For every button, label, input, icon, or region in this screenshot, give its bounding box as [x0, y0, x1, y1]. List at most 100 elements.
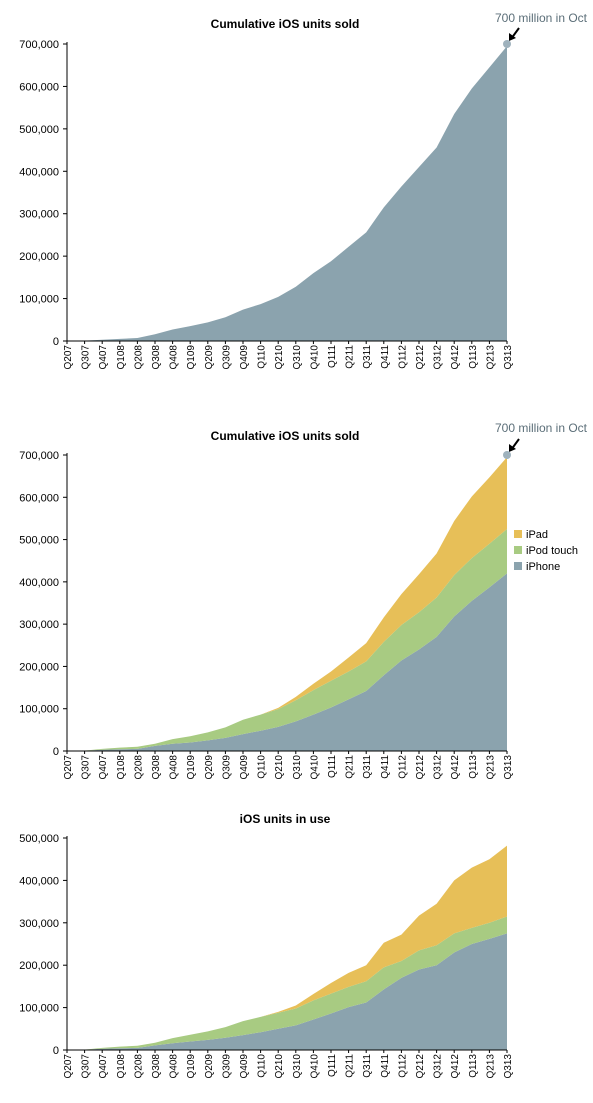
x-tick-label: Q412 [450, 755, 461, 780]
x-tick-label: Q312 [433, 345, 444, 370]
x-tick-label: Q307 [81, 1054, 92, 1079]
x-tick-label: Q407 [98, 755, 109, 780]
y-tick-labels: 0 100,000 200,000 300,000 400,000 500,000 600,… [19, 39, 59, 348]
y-tick-label: 500,000 [19, 535, 59, 547]
x-tick-label: Q210 [274, 345, 285, 370]
x-tick-label: Q409 [239, 345, 250, 370]
y-tick-label: 300,000 [19, 209, 59, 221]
x-tick-label: Q308 [151, 755, 162, 780]
y-tick-label: 100,000 [19, 294, 59, 306]
chart-axes [63, 836, 508, 1053]
x-tick-label: Q110 [257, 755, 268, 779]
area-ipad [67, 457, 507, 751]
y-tick-label: 100,000 [19, 1003, 59, 1015]
y-tick-label: 0 [53, 746, 59, 758]
x-tick-label: Q312 [433, 1054, 444, 1079]
y-tick-label: 300,000 [19, 918, 59, 930]
chart-title: Cumulative iOS units sold [211, 429, 360, 443]
chart-areas [67, 46, 507, 342]
annotation-dot [503, 451, 511, 459]
x-tick-labels: Q207 Q307 Q407 Q108 Q208 Q308 Q408 Q109 Q209 Q309… [63, 1054, 514, 1079]
x-tick-label: Q109 [186, 755, 197, 780]
x-tick-label: Q310 [292, 755, 303, 780]
x-tick-label: Q108 [116, 755, 127, 780]
chart-title: Cumulative iOS units sold [211, 17, 360, 31]
x-tick-label: Q313 [503, 1054, 514, 1079]
x-tick-label: Q309 [221, 345, 232, 370]
legend: iPad iPod touch iPhone [514, 529, 578, 573]
chart-axes [63, 42, 508, 344]
x-tick-label: Q113 [468, 345, 479, 369]
area-ipad [67, 845, 507, 1050]
y-tick-label: 200,000 [19, 960, 59, 972]
x-tick-label: Q209 [204, 755, 215, 780]
y-tick-label: 100,000 [19, 704, 59, 716]
legend-label: iPhone [526, 561, 560, 573]
y-tick-label: 200,000 [19, 251, 59, 263]
x-tick-label: Q410 [309, 345, 320, 370]
x-tick-label: Q410 [309, 755, 320, 780]
x-tick-label: Q211 [345, 1054, 356, 1078]
x-tick-label: Q409 [239, 1054, 250, 1079]
chart-units-in-use: iOS units in use 0 100,000 200,000 300,000 4… [19, 812, 514, 1078]
x-tick-label: Q210 [274, 1054, 285, 1079]
area-iphone [67, 573, 507, 751]
chart-axes [63, 453, 508, 754]
y-tick-label: 500,000 [19, 833, 59, 845]
y-tick-label: 600,000 [19, 492, 59, 504]
x-tick-label: Q208 [133, 1054, 144, 1079]
x-tick-label: Q307 [81, 755, 92, 780]
annotation-dot [503, 40, 511, 48]
legend-label: iPad [526, 529, 548, 541]
x-tick-label: Q209 [204, 1054, 215, 1079]
x-tick-label: Q310 [292, 345, 303, 370]
chart-areas [67, 457, 507, 751]
x-tick-label: Q208 [133, 755, 144, 780]
annotation-text: 700 million in Oct [495, 421, 588, 435]
annotation-text: 700 million in Oct [495, 11, 588, 25]
x-tick-label: Q408 [169, 1054, 180, 1079]
x-tick-label: Q109 [186, 1054, 197, 1079]
y-tick-labels: 0 100,000 200,000 300,000 400,000 500,000 [19, 833, 59, 1057]
x-tick-label: Q112 [397, 345, 408, 369]
x-tick-label: Q412 [450, 345, 461, 370]
y-tick-label: 600,000 [19, 81, 59, 93]
x-tick-label: Q312 [433, 755, 444, 780]
annotation-arrow-head [509, 444, 516, 452]
x-tick-label: Q109 [186, 345, 197, 370]
x-tick-label: Q411 [380, 345, 391, 369]
y-tick-label: 0 [53, 1045, 59, 1057]
x-tick-label: Q212 [415, 1054, 426, 1079]
x-tick-label: Q111 [327, 755, 338, 778]
x-tick-label: Q113 [468, 1054, 479, 1078]
annotation: 700 million in Oct [495, 421, 588, 459]
legend-swatch [514, 546, 522, 554]
chart-cumulative-stacked: Cumulative iOS units sold 0 100,000 200,00… [19, 421, 587, 779]
x-tick-label: Q308 [151, 345, 162, 370]
y-tick-label: 200,000 [19, 661, 59, 673]
x-tick-label: Q210 [274, 755, 285, 780]
y-tick-label: 400,000 [19, 166, 59, 178]
x-tick-label: Q110 [257, 345, 268, 369]
x-tick-label: Q411 [380, 755, 391, 779]
x-tick-label: Q309 [221, 755, 232, 780]
x-tick-label: Q212 [415, 755, 426, 780]
area-series [67, 46, 507, 342]
area-ipod-touch [67, 529, 507, 751]
legend-label: iPod touch [526, 545, 578, 557]
x-tick-label: Q108 [116, 345, 127, 370]
x-tick-label: Q207 [63, 1054, 74, 1079]
x-tick-label: Q212 [415, 345, 426, 370]
x-tick-labels: Q207 Q307 Q407 Q108 Q208 Q308 Q408 Q109 Q209 Q309… [63, 345, 514, 370]
y-tick-label: 400,000 [19, 577, 59, 589]
x-tick-label: Q213 [485, 1054, 496, 1079]
chart-title: iOS units in use [240, 812, 331, 826]
legend-item-ipod-touch: iPod touch [514, 545, 578, 557]
x-tick-label: Q410 [309, 1054, 320, 1079]
chart-areas [67, 845, 507, 1050]
legend-item-iphone: iPhone [514, 561, 560, 573]
x-tick-label: Q408 [169, 755, 180, 780]
x-tick-label: Q111 [327, 1054, 338, 1077]
x-tick-label: Q113 [468, 755, 479, 779]
x-tick-label: Q112 [397, 755, 408, 779]
